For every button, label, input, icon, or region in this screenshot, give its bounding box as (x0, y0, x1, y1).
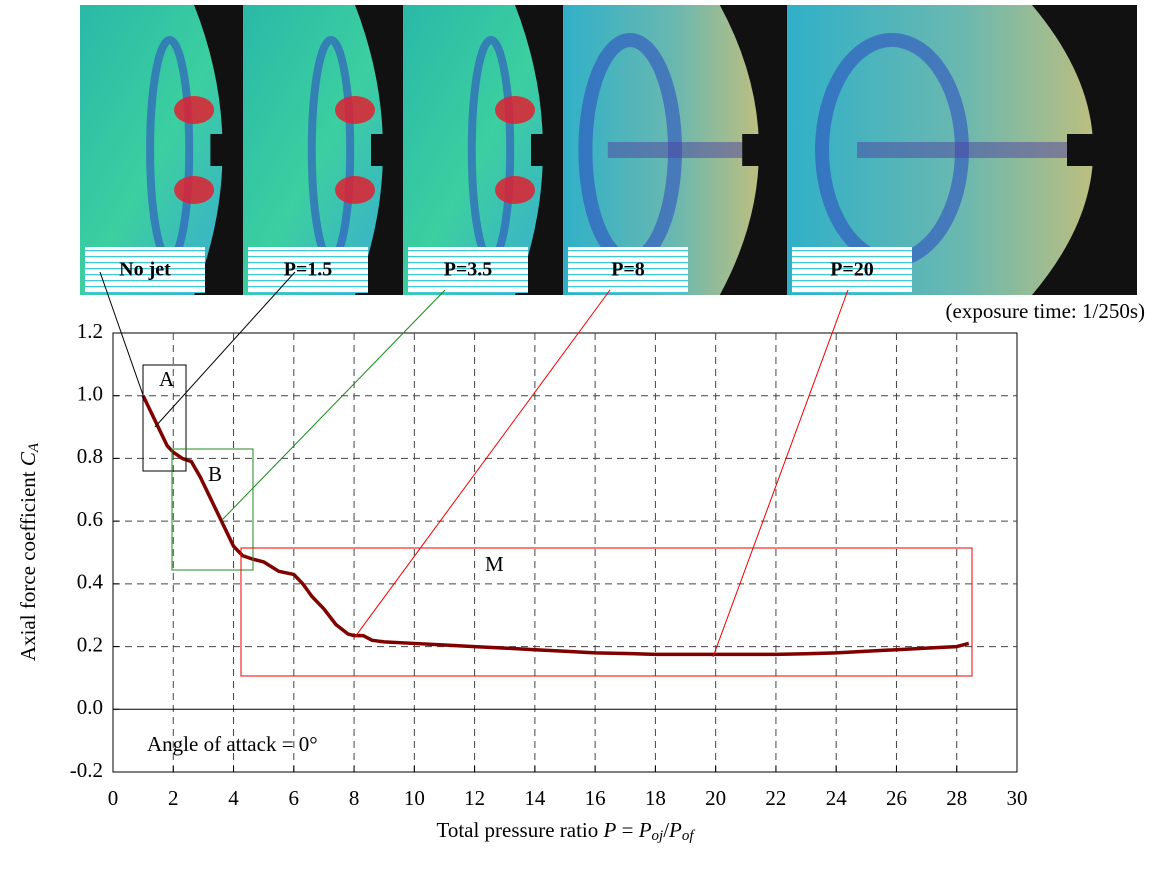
y-tick-label: -0.2 (70, 758, 103, 782)
x-tick-label: 26 (886, 786, 907, 810)
x-tick-label: 14 (524, 786, 546, 810)
x-tick-label: 28 (946, 786, 967, 810)
photo-mask (515, 5, 563, 295)
photo-label: P=1.5 (284, 259, 333, 281)
x-tick-label: 8 (349, 786, 360, 810)
x-tick-label: 22 (765, 786, 786, 810)
photo-note: (exposure time: 1/250s) (946, 299, 1145, 323)
leader-line (154, 271, 296, 428)
x-label-num: P (638, 818, 652, 842)
photo-flow (857, 142, 1067, 158)
region-label: B (208, 462, 222, 486)
x-label-den: P (668, 818, 682, 842)
y-label-text: Axial force coefficient (16, 471, 40, 661)
x-label-symbol: P (603, 818, 617, 842)
region-label: A (159, 367, 175, 391)
region-label: M (485, 552, 504, 576)
y-axis-label: Axial force coefficient CA (16, 442, 43, 661)
y-tick-label: 0.6 (77, 507, 103, 531)
photo-sting (210, 134, 243, 166)
photo-flow (335, 96, 375, 124)
data-line (141, 394, 970, 657)
photo-flow (495, 176, 535, 204)
leader-line (99, 271, 144, 396)
x-label-num-sub: oj (652, 828, 664, 844)
photo-mask (1032, 5, 1137, 295)
photo-label: P=3.5 (444, 259, 493, 281)
photo-flow (495, 96, 535, 124)
x-tick-label: 4 (228, 786, 239, 810)
photo-label: No jet (119, 259, 171, 281)
plot-frame (112, 332, 1018, 773)
x-label-eq: = (622, 818, 634, 842)
photo-sting (531, 134, 563, 166)
x-tick-label: 6 (289, 786, 300, 810)
x-tick-label: 10 (404, 786, 425, 810)
photo-sting (1067, 134, 1137, 166)
photo-flow (607, 142, 743, 158)
x-tick-label: 2 (168, 786, 179, 810)
annotation: Angle of attack = 0° (147, 732, 318, 756)
y-tick-label: 1.0 (77, 382, 103, 406)
photo-mask (719, 5, 787, 295)
photo-label: P=20 (830, 259, 874, 281)
x-tick-label: 0 (108, 786, 119, 810)
photo-flow (335, 176, 375, 204)
photo-label-box (408, 247, 528, 293)
photo-sting (742, 134, 787, 166)
photo-mask (194, 5, 243, 295)
y-tick-label: 0.8 (77, 444, 103, 468)
leader-line (354, 289, 611, 638)
photo-label: P=8 (611, 259, 645, 281)
x-label-text: Total pressure ratio (436, 818, 598, 842)
y-tick-label: 1.2 (77, 319, 103, 343)
region-box (240, 547, 973, 677)
x-tick-label: 30 (1007, 786, 1028, 810)
photo-label-box (248, 247, 368, 293)
region-box (171, 448, 254, 571)
x-tick-label: 18 (645, 786, 666, 810)
y-tick-label: 0.0 (77, 695, 103, 719)
y-tick-label: 0.4 (77, 570, 104, 594)
photo-label-box (792, 247, 912, 293)
x-tick-label: 12 (464, 786, 485, 810)
leader-line (221, 289, 446, 521)
x-axis-label: Total pressure ratio P = Poj/Pof (436, 818, 695, 845)
photo-sting (371, 134, 403, 166)
y-label-sub: A (26, 442, 42, 453)
photo-label-box (568, 247, 688, 293)
x-label-den-sub: of (682, 828, 696, 844)
x-tick-label: 16 (585, 786, 606, 810)
x-tick-label: 24 (826, 786, 848, 810)
region-box (142, 364, 187, 472)
photo-strip: No jet P=1.5 P=3.5 P=8 P=20 (80, 5, 1137, 295)
photo-flow (174, 176, 215, 204)
photo-flow (174, 96, 215, 124)
leader-line (712, 289, 849, 658)
y-label-symbol: C (16, 451, 40, 466)
x-tick-label: 20 (705, 786, 726, 810)
photo-mask (355, 5, 403, 295)
plot: 0 2 4 6 8 10 12 14 16 18 20 22 24 26 28 30-0.20.00.20.4… (70, 319, 1028, 810)
y-tick-label: 0.2 (77, 632, 103, 656)
